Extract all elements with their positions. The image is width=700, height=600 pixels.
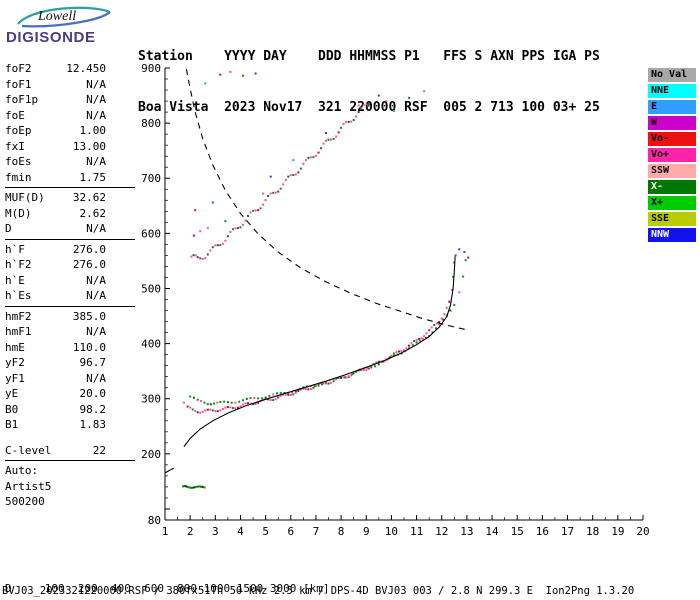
legend-item-ssw: SSW	[648, 164, 696, 178]
param-row-he: h`E N/A	[5, 273, 106, 287]
legend-item-sse: SSE	[648, 212, 696, 226]
svg-text:900: 900	[141, 62, 161, 75]
svg-text:10: 10	[385, 525, 398, 538]
svg-text:400: 400	[141, 338, 161, 351]
svg-text:20: 20	[636, 525, 649, 538]
series-second-hop-trace	[190, 103, 370, 260]
svg-text:6: 6	[287, 525, 294, 538]
svg-text:600: 600	[141, 227, 161, 240]
param-row-md: M(D) 2.62	[5, 206, 106, 220]
svg-text:14: 14	[485, 525, 499, 538]
param-row-auto: Auto:	[5, 464, 39, 477]
plot-axes	[164, 68, 643, 521]
svg-text:9: 9	[363, 525, 370, 538]
svg-text:18: 18	[586, 525, 599, 538]
logo-digisonde-text: DIGISONDE	[6, 29, 96, 46]
param-row-fmin: fmin 1.75	[5, 170, 106, 184]
param-row-hf2: h`F2 276.0	[5, 258, 106, 271]
param-row-fof1p: foF1p N/A	[5, 93, 106, 106]
svg-text:11: 11	[410, 525, 423, 538]
param-row-d: D N/A	[5, 222, 106, 235]
svg-text:1: 1	[162, 525, 169, 538]
lowell-digisonde-logo: Lowell DIGISONDE	[4, 2, 136, 56]
svg-text:700: 700	[141, 172, 161, 185]
series-true-height-profile	[183, 256, 456, 448]
svg-text:3: 3	[212, 525, 219, 538]
svg-text:80: 80	[148, 514, 161, 527]
param-row-mufd: MUF(D) 32.62	[5, 191, 106, 204]
series-es-trace	[182, 485, 206, 489]
param-row-hme: hmE 110.0	[5, 340, 106, 354]
svg-text:13: 13	[460, 525, 473, 538]
legend-item-w: W	[648, 116, 696, 130]
svg-text:15: 15	[511, 525, 524, 538]
series-f-trace-xmode	[189, 259, 467, 406]
legend-item-nnw: NNW	[648, 228, 696, 242]
svg-text:300: 300	[141, 393, 161, 406]
y-axis-labels: 900 800 700 600 500 400 300 200 80	[141, 62, 161, 527]
svg-text:800: 800	[141, 117, 161, 130]
param-row-hmf1: hmF1 N/A	[5, 325, 106, 338]
svg-text:7: 7	[313, 525, 320, 538]
series-muf-transmission-curve	[185, 68, 468, 331]
param-row-fxi: fxI 13.00	[5, 139, 106, 153]
param-row-foes: foEs N/A	[5, 155, 106, 168]
legend-item-vo-: Vo-	[648, 132, 696, 146]
legend-item-x-: X+	[648, 196, 696, 210]
svg-text:4: 4	[237, 525, 244, 538]
x-axis-ticks	[164, 515, 644, 520]
d-muf-table: D 100 200 400 600 800 1000 1500 3000 [km…	[5, 551, 336, 600]
param-row-fof1: foF1 N/A	[5, 77, 106, 91]
x-axis-labels: 1 2 3 4 5 6 7 8 9 10 11 12 13 14 15 16 17 18 19 20	[162, 525, 650, 538]
param-row-foe: foE N/A	[5, 108, 106, 122]
param-row-fof2: foF2 12.450	[5, 62, 106, 75]
header-column-names: Station YYYY DAY DDD HHMMSS P1 FFS S AXN…	[138, 49, 600, 64]
svg-text:5: 5	[262, 525, 269, 538]
param-row-clevel: C-level 22	[5, 443, 106, 457]
param-row-hes: h`Es N/A	[5, 289, 106, 302]
param-row-artist5: Artist5	[5, 479, 52, 493]
header-values: Boa Vista 2023 Nov17 321 220000 RSF 005 …	[138, 100, 600, 115]
param-row-500200: 500200	[5, 495, 45, 508]
direction-color-legend: No Val NNE E W Vo- Vo+ SSW X- X+ SSE NNW	[648, 68, 696, 244]
d-distance-row: D 100 200 400 600 800 1000 1500 3000 [km…	[5, 582, 330, 595]
station-header: Station YYYY DAY DDD HHMMSS P1 FFS S AXN…	[138, 14, 600, 150]
param-row-yf1: yF1 N/A	[5, 371, 106, 385]
param-row-b0: B0 98.2	[5, 402, 106, 416]
svg-text:19: 19	[611, 525, 624, 538]
svg-text:12: 12	[435, 525, 448, 538]
param-row-b1: B1 1.83	[5, 418, 106, 431]
legend-item-e: E	[648, 100, 696, 114]
legend-item-x-: X-	[648, 180, 696, 194]
param-row-foep: foEp 1.00	[5, 124, 106, 137]
svg-text:500: 500	[141, 282, 161, 295]
svg-text:17: 17	[561, 525, 574, 538]
param-row-hf: h`F 276.0	[5, 242, 106, 256]
y-axis-ticks	[165, 67, 170, 521]
footer-status-line: BVJ03_2023321220000.RSF / 380fx51Th 50 k…	[2, 585, 635, 597]
legend-item-nne: NNE	[648, 84, 696, 98]
series-e-profile-segment	[165, 467, 175, 474]
svg-text:2: 2	[187, 525, 194, 538]
logo-swoosh-icon	[17, 6, 111, 28]
param-row-ye: yE 20.0	[5, 387, 106, 400]
param-row-yf2: yF2 96.7	[5, 356, 106, 369]
logo-lowell-text: Lowell	[38, 9, 77, 24]
series-noise-specks	[192, 70, 470, 259]
svg-text:16: 16	[536, 525, 549, 538]
legend-item-vo-: Vo+	[648, 148, 696, 162]
param-row-hmf2: hmF2 385.0	[5, 309, 106, 323]
svg-text:200: 200	[141, 448, 161, 461]
svg-text:8: 8	[338, 525, 345, 538]
parameter-panel: foF2 12.450 foF1 N/A foF1p N/A foE N/A foEp 1.00 f…	[5, 61, 137, 510]
series-f-trace-omode	[182, 261, 455, 414]
legend-item-no-val: No Val	[648, 68, 696, 82]
